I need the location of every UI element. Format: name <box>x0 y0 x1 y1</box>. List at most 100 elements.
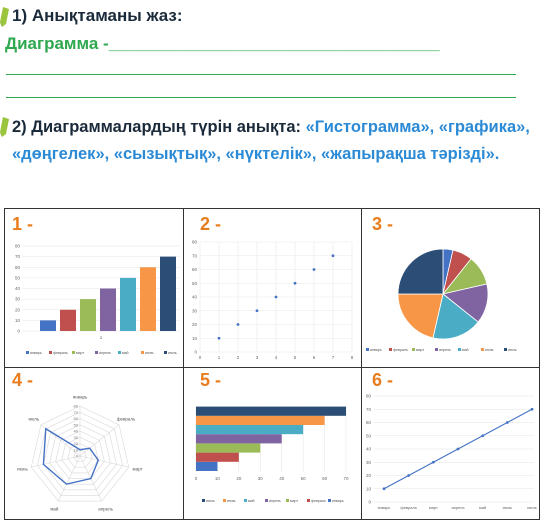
y-tick-label: 60 <box>192 267 198 272</box>
bar <box>160 256 176 331</box>
legend-swatch <box>223 499 226 502</box>
legend-swatch <box>504 348 507 351</box>
legend-label: апрель <box>99 351 111 355</box>
cell-number: 3 - <box>372 214 394 234</box>
y-tick-label: 60 <box>15 265 21 270</box>
y-tick-label: 70 <box>15 254 21 259</box>
legend-swatch <box>412 348 415 351</box>
bar <box>196 406 346 416</box>
cell-number: 5 - <box>200 370 222 390</box>
x-tick-label: февраль <box>400 505 417 510</box>
pie-slice <box>432 293 479 340</box>
x-tick-label: 60 <box>322 476 328 481</box>
legend-label: март <box>290 499 298 503</box>
answer-line <box>6 74 516 75</box>
radar-grid <box>49 424 111 485</box>
y-tick-label: 30 <box>366 460 372 465</box>
radar-tick-label: 80 <box>74 404 79 409</box>
y-tick-label: 60 <box>366 420 372 425</box>
radar-grid <box>55 430 105 479</box>
scatter-point <box>331 254 335 258</box>
answer-line <box>6 97 516 98</box>
legend-swatch <box>72 351 75 354</box>
bar <box>100 288 116 331</box>
y-tick-label: 50 <box>192 281 198 286</box>
y-tick-label: 30 <box>15 297 21 302</box>
x-tick-label: 10 <box>215 476 221 481</box>
x-tick-label: 40 <box>279 476 285 481</box>
x-tick-label: январь <box>378 505 391 510</box>
x-tick-label: 70 <box>343 476 349 481</box>
cell-number: 2 - <box>200 214 222 234</box>
legend-swatch <box>458 348 461 351</box>
radar-tick-label: 30 <box>74 435 79 440</box>
line-point <box>505 421 509 424</box>
legend-label: июль <box>206 499 215 503</box>
radar-tick-label: 40 <box>74 429 79 434</box>
legend-swatch <box>118 351 121 354</box>
chart-radar: январь февраль март апрель май июнь июль 0 10203… <box>17 395 142 512</box>
legend-label: март <box>76 351 84 355</box>
line-point <box>382 487 386 491</box>
y-tick-label: 70 <box>192 253 198 258</box>
legend-label: февраль <box>311 499 326 503</box>
cell-number: 6 - <box>372 370 394 390</box>
x-tick-label: 0 <box>195 476 198 481</box>
bar <box>140 267 156 331</box>
legend-swatch <box>95 351 98 354</box>
legend-label: май <box>248 499 254 503</box>
scatter-point <box>274 295 278 299</box>
bar <box>196 461 218 471</box>
y-tick-label: 30 <box>192 308 198 313</box>
line-point <box>530 407 534 411</box>
question-2-intro: 2) Диаграммалардың түрін анықта: <box>12 118 301 136</box>
line-point <box>481 434 485 438</box>
legend-label: март <box>416 348 424 352</box>
line-point <box>456 447 460 451</box>
legend-swatch <box>389 348 392 351</box>
y-tick-label: 20 <box>366 473 372 478</box>
legend-label: июль <box>168 351 177 355</box>
chart-histogram: 0 10 20 30 40 50 60 70 80 1 январь февраль март апрел… <box>15 244 180 355</box>
legend-swatch <box>49 351 52 354</box>
radar-tick-label: 60 <box>74 416 79 421</box>
bar <box>196 452 239 462</box>
radar-category-label: март <box>132 467 142 472</box>
line-point <box>431 460 435 464</box>
radar-grid <box>61 436 99 474</box>
y-tick-label: 70 <box>366 407 372 412</box>
radar-tick-label: 10 <box>74 447 79 452</box>
y-tick-label: 80 <box>192 240 198 245</box>
legend-swatch <box>328 499 331 502</box>
legend-swatch <box>202 499 205 502</box>
cell-number: 4 - <box>12 370 34 390</box>
radar-category-label: июль <box>28 417 39 422</box>
chart-bar-horizontal: 0 10 20 30 40 50 60 70 июль июнь май апрель март февр… <box>195 406 349 503</box>
scatter-point <box>255 309 259 313</box>
bar <box>80 299 96 331</box>
y-tick-label: 10 <box>192 336 198 341</box>
x-tick-label: июль <box>527 505 537 510</box>
radar-tick-label: 70 <box>74 410 79 415</box>
y-tick-label: 0 <box>17 329 20 334</box>
pencil-icon <box>0 7 9 27</box>
scatter-point <box>236 323 240 326</box>
x-tick-label: 20 <box>236 476 242 481</box>
chart-line: 0 10 20 30 40 50 60 70 80 январь февраль март апрель… <box>366 394 537 511</box>
x-tick-label: 0 <box>199 355 202 360</box>
legend-label: январь <box>370 348 382 352</box>
definition-prompt: Диаграмма -_____________________________… <box>5 34 440 53</box>
radar-grid <box>73 449 87 462</box>
legend-swatch <box>366 348 369 351</box>
chart-scatter: 0 10 20 30 40 50 60 70 80 0 1 2 3 4 5 6 7 8 <box>192 240 354 361</box>
x-tick-label: апрель <box>451 505 464 510</box>
legend-label: апрель <box>439 348 451 352</box>
legend-label: апрель <box>269 499 281 503</box>
x-tick-label: 2 <box>237 355 240 360</box>
legend-swatch <box>481 348 484 351</box>
scatter-point <box>217 336 221 340</box>
bar <box>120 277 136 331</box>
legend-swatch <box>141 351 144 354</box>
bar <box>40 320 56 331</box>
radar-series <box>42 427 100 485</box>
